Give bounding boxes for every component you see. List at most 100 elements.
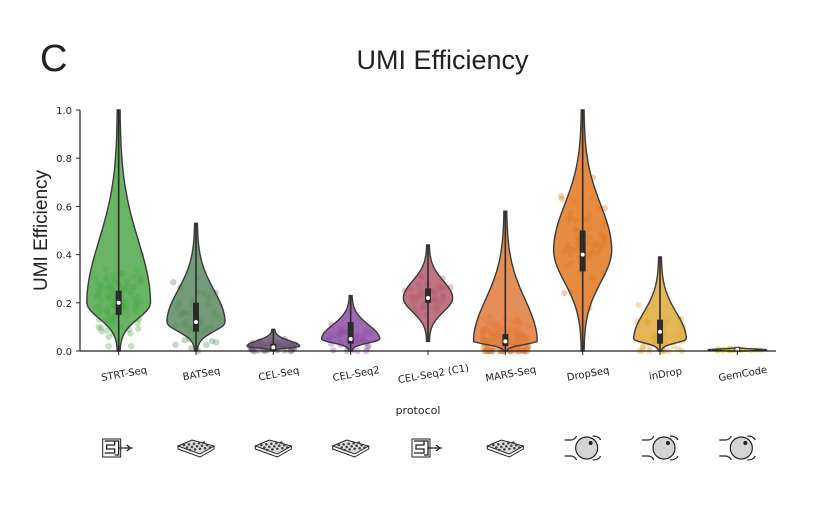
data-point-dropseq — [561, 289, 568, 297]
y-tick-label: 0.4 — [56, 251, 72, 262]
median-marker-batseq — [194, 320, 198, 325]
plate-well — [350, 445, 353, 448]
median-marker-strt-seq — [116, 300, 121, 305]
microwell-plate-icon — [485, 439, 525, 458]
plate-well — [187, 443, 191, 446]
plate-well — [497, 443, 500, 446]
data-point-mars-seq — [517, 346, 524, 354]
data-point-mars-seq — [486, 345, 493, 352]
panel-label: C — [40, 38, 68, 80]
data-point-strt-seq — [128, 343, 135, 350]
data-point-mars-seq — [488, 345, 496, 352]
data-point-strt-seq — [105, 343, 112, 350]
plate-well — [492, 443, 495, 447]
plate-well — [281, 446, 284, 450]
plate-well — [512, 441, 515, 444]
plate-well — [498, 448, 501, 452]
microwell-plate-icon — [331, 439, 370, 458]
data-point-batseq — [213, 339, 220, 346]
data-point-mars-seq — [480, 344, 487, 351]
y-axis-label: UMI Efficiency — [31, 169, 52, 291]
microwell-plate-icon — [176, 439, 216, 458]
x-tick-label: inDrop — [648, 366, 683, 383]
data-point-indrop — [639, 344, 647, 351]
data-point-mars-seq — [519, 346, 526, 354]
x-tick-label: CEL-Seq — [258, 366, 300, 384]
data-point-mars-seq — [484, 344, 491, 352]
plate-well — [188, 448, 192, 452]
plate-well — [263, 446, 266, 449]
x-tick-label: DropSeq — [566, 365, 610, 383]
plate-well — [208, 446, 212, 449]
data-point-mars-seq — [484, 346, 491, 354]
data-point-indrop — [635, 301, 642, 309]
plate-well — [515, 443, 518, 447]
plate-well — [265, 443, 268, 446]
plate-well — [503, 448, 506, 451]
plate-well — [202, 441, 206, 444]
plate-well — [185, 446, 189, 449]
median-marker-indrop — [658, 329, 662, 334]
y-tick-label: 1.0 — [56, 106, 72, 117]
droplet — [652, 436, 676, 460]
data-point-strt-seq — [103, 327, 111, 334]
plate-well — [355, 444, 358, 447]
chip-channels — [414, 440, 442, 456]
plate-well — [203, 446, 207, 450]
plate-well — [266, 448, 269, 452]
plate-side — [332, 446, 370, 458]
chart-title: UMI Efficiency — [356, 45, 529, 75]
median-marker-mars-seq — [503, 339, 508, 344]
plate-well — [363, 446, 366, 449]
plate-well — [518, 446, 521, 449]
violins — [86, 109, 768, 352]
plate-well — [273, 445, 276, 448]
plate-well — [190, 445, 194, 449]
plate-well — [358, 446, 361, 450]
bead — [743, 441, 748, 445]
data-point-strt-seq — [97, 324, 105, 331]
plate-well — [513, 446, 516, 450]
data-point-batseq — [172, 341, 179, 348]
droplet-channel — [564, 435, 602, 461]
plate-well — [495, 446, 498, 449]
microfluidic-chip-icon — [411, 438, 442, 458]
y-tick-label: 0.6 — [56, 202, 72, 213]
x-tick-label: STRT-Seq — [100, 365, 148, 384]
data-point-dropseq — [558, 195, 566, 203]
x-tick-label: CEL-Seq2 (C1) — [397, 363, 470, 386]
data-point-strt-seq — [135, 325, 142, 332]
plate-well — [198, 447, 202, 451]
plate-side — [177, 446, 215, 458]
plate-well — [197, 441, 201, 445]
plate-well — [200, 444, 204, 447]
plate-well — [502, 442, 505, 446]
plate-well — [507, 441, 510, 445]
plate-well — [195, 445, 199, 448]
chip-outline — [102, 438, 122, 458]
median-marker-cel-seq — [271, 345, 276, 350]
median-marker-cel-seq2-c1 — [426, 295, 430, 300]
plate-side — [254, 446, 292, 458]
data-point-batseq — [181, 336, 188, 344]
y-tick-label: 0.8 — [56, 154, 72, 165]
plate-well — [508, 447, 511, 451]
plate-well — [352, 441, 355, 445]
bead — [588, 441, 593, 445]
plate-well — [270, 442, 273, 446]
median-marker-dropseq — [580, 252, 585, 257]
plate-side — [486, 446, 524, 458]
plate-well — [353, 447, 356, 451]
plate-well — [286, 446, 289, 449]
plate-well — [268, 445, 271, 449]
median-marker-cel-seq2 — [348, 336, 353, 341]
plate-well — [510, 444, 513, 447]
plate-well — [357, 441, 360, 444]
plate-well — [205, 443, 209, 447]
plate-well — [345, 445, 348, 449]
data-point-cel-seq2 — [365, 342, 372, 350]
x-tick-label: GemCode — [718, 365, 768, 384]
plate-well — [342, 443, 345, 446]
plate-well — [192, 442, 196, 446]
data-point-batseq — [208, 337, 216, 345]
